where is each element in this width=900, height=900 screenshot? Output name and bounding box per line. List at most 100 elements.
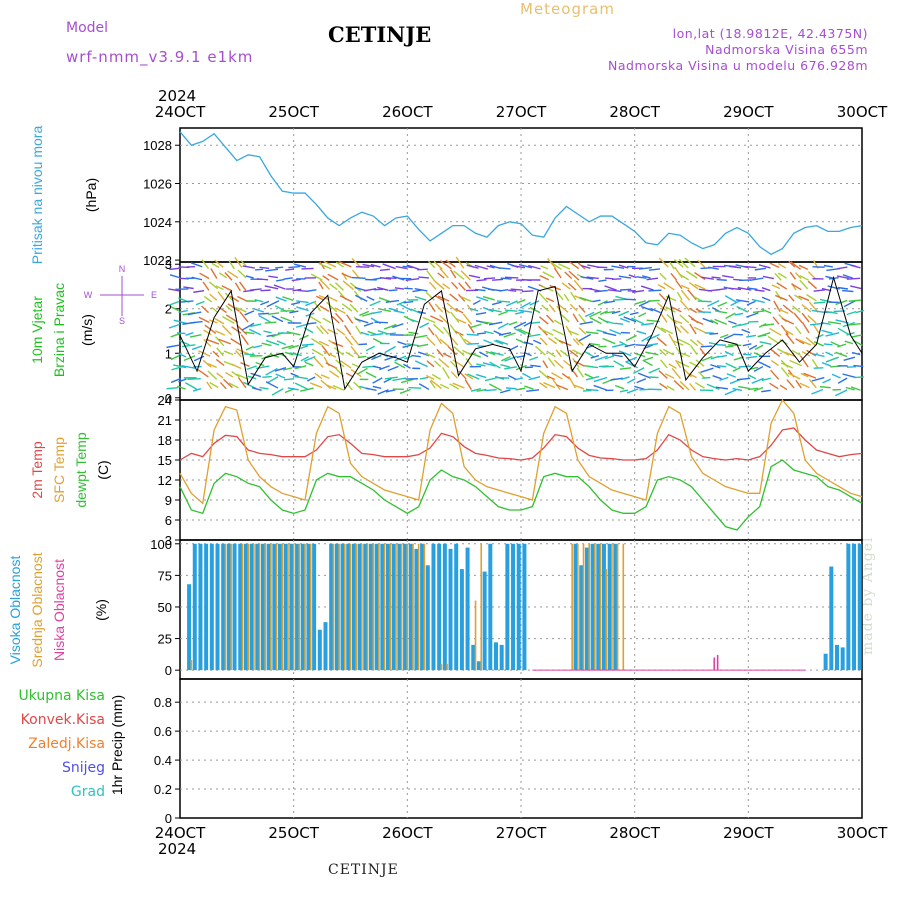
wind-arrow [239, 281, 247, 291]
wind-arrow [716, 343, 727, 346]
wind-arrow [176, 385, 186, 390]
wind-arrow [341, 303, 353, 312]
wind-arrow [429, 380, 436, 389]
wind-arrow [170, 306, 180, 312]
wind-arrow [569, 349, 579, 358]
wind-arrow [508, 289, 517, 292]
cloud-bar [209, 543, 214, 671]
wind-arrow [327, 328, 339, 335]
wind-arrow [385, 332, 396, 335]
wind-arrow [320, 379, 332, 390]
wind-arrow [455, 308, 464, 314]
cloud-bar [431, 543, 436, 671]
wind-arrow [813, 301, 826, 304]
wind-arrow [798, 264, 809, 271]
wind-arrow [736, 305, 749, 313]
wind-arrow [207, 370, 218, 380]
wind-arrow [294, 375, 308, 380]
cloud-bar [493, 642, 498, 671]
cloud-bar [230, 543, 232, 671]
wind-arrow [212, 350, 220, 358]
cloud-bar [474, 600, 477, 671]
wind-arrow [258, 314, 272, 323]
wind-arrow [326, 301, 338, 313]
wind-arrow [793, 312, 803, 324]
wind-arrow [668, 333, 677, 347]
wind-arrow [712, 375, 722, 380]
cloud-bar [363, 543, 368, 671]
y-tick-label: 24 [158, 393, 172, 408]
wind-arrow [677, 338, 691, 346]
wind-arrow [467, 323, 475, 334]
wind-arrow [515, 338, 527, 345]
wind-arrow [767, 335, 780, 345]
cloud-bar [287, 543, 289, 671]
wind-arrow [442, 367, 450, 380]
cloud-bar [204, 543, 209, 671]
wind-arrow [640, 305, 654, 312]
wind-arrow [437, 272, 445, 279]
wind-arrow [372, 385, 382, 389]
wind-arrow [338, 260, 352, 268]
cloud-bar [395, 543, 397, 671]
y-tick-label: 1022 [143, 253, 172, 268]
cloud-bar [611, 543, 613, 671]
wind-arrow [707, 299, 720, 307]
wind-arrow [823, 264, 833, 268]
wind-arrow [221, 285, 233, 292]
wind-arrow [234, 256, 243, 268]
wind-arrow [736, 377, 751, 381]
cloud-bar [272, 543, 277, 671]
wind-arrow [553, 267, 562, 279]
wind-arrow [697, 311, 712, 314]
cloud-bar [582, 543, 585, 671]
cloud-bar [357, 543, 362, 671]
wind-arrow [538, 292, 549, 303]
date-tick-top: 30OCT [837, 103, 888, 121]
date-tick-bottom: 30OCT [837, 824, 888, 842]
wind-arrow [311, 348, 324, 357]
wind-arrow [500, 363, 511, 368]
wind-arrow [540, 265, 549, 270]
wind-arrow [193, 289, 205, 293]
wind-arrow [450, 311, 460, 323]
wind-arrow [633, 367, 645, 374]
pressure-label: Pritisak na nivou mora [29, 126, 45, 265]
wind-arrow [543, 382, 556, 389]
wind-arrow [341, 272, 352, 279]
wind-arrow [806, 294, 817, 302]
cloud-bar [584, 547, 589, 671]
wind-arrow [419, 376, 429, 380]
cloud-unit: (%) [93, 599, 109, 621]
wind-arrow [741, 328, 751, 334]
year-label-top: 2024 [158, 87, 196, 105]
wind-arrow [706, 383, 720, 391]
wind-arrow [482, 295, 495, 301]
wind-arrow [240, 334, 249, 346]
wind-arrow [729, 265, 742, 269]
wind-arrow [299, 334, 309, 341]
wind-arrow [555, 384, 569, 391]
wind-arrow [187, 378, 201, 381]
wind-arrow [275, 296, 287, 302]
wind-arrow [511, 264, 526, 269]
wind-arrow [458, 370, 467, 380]
wind-arrow [201, 259, 210, 270]
wind-arrow [786, 379, 795, 389]
cloud-bar [471, 644, 476, 671]
wind-arrow [625, 361, 638, 369]
wind-arrow [646, 343, 659, 347]
wind-arrow [594, 289, 608, 293]
wind-arrow [670, 272, 678, 281]
cloud-bar [852, 543, 857, 671]
wind-arrow [761, 296, 771, 302]
wind-arrow [206, 362, 217, 368]
wind-arrow [500, 277, 512, 280]
wind-arrow [689, 383, 697, 391]
wind-arrow [548, 304, 556, 313]
wind-arrow [699, 347, 707, 356]
wind-arrow [344, 324, 352, 336]
wind-arrow [319, 279, 331, 290]
wind-arrow [254, 298, 264, 303]
wind-arrow [486, 265, 495, 269]
